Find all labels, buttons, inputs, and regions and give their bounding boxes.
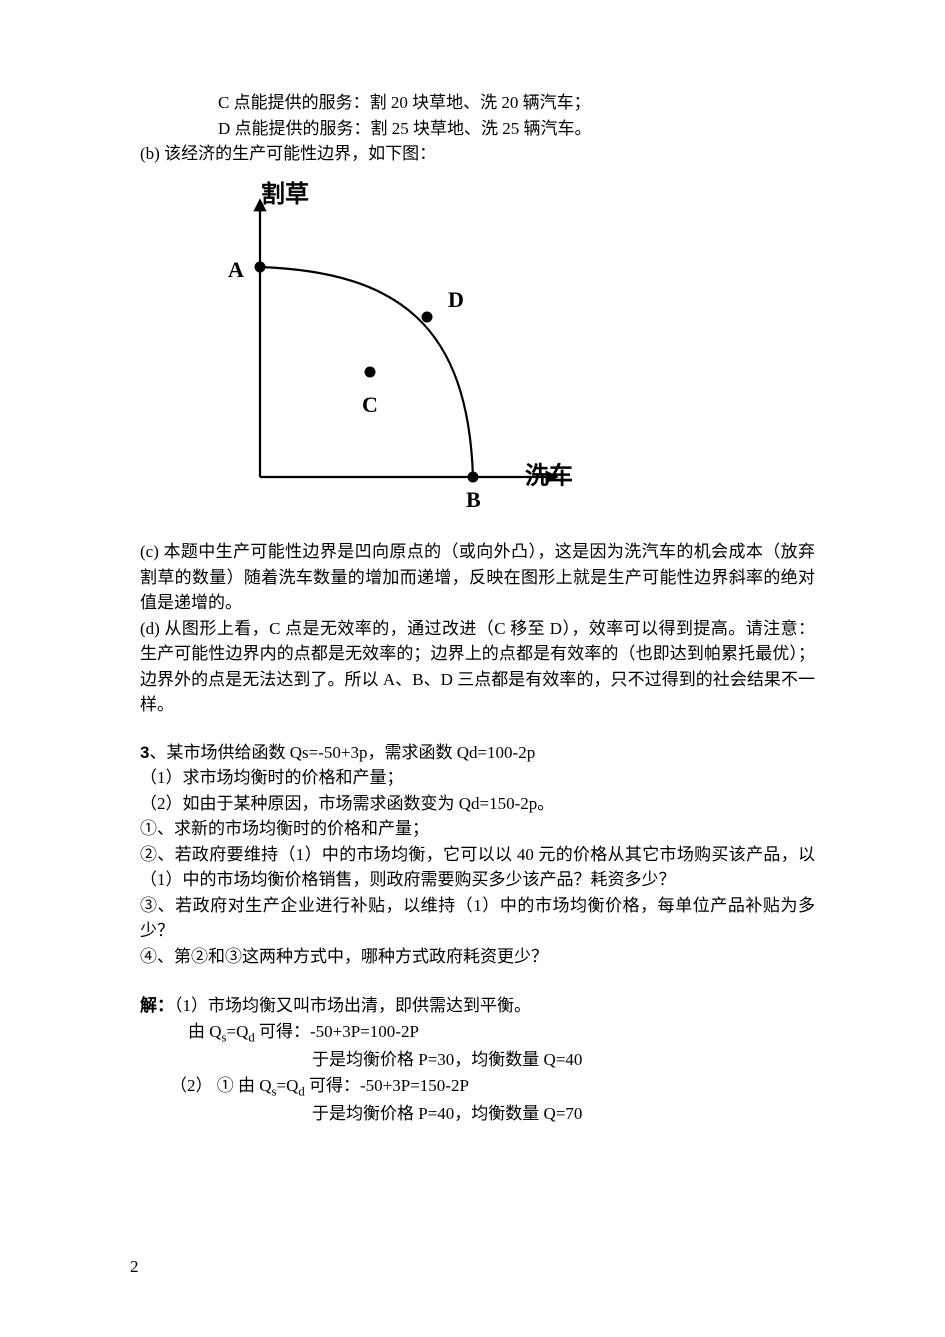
sol-line-5: 于是均衡价格 P=40，均衡数量 Q=70 bbox=[140, 1101, 815, 1127]
sol-line-3: 于是均衡价格 P=30，均衡数量 Q=40 bbox=[140, 1047, 815, 1073]
page-number: 2 bbox=[130, 1257, 139, 1277]
q3-part1: （1）求市场均衡时的价格和产量； bbox=[140, 765, 815, 791]
sol-line-2: 由 Qs=Qd 可得：-50+3P=100-2P bbox=[140, 1019, 815, 1048]
svg-text:割草: 割草 bbox=[261, 180, 309, 208]
q3-sub1: ①、求新的市场均衡时的价格和产量； bbox=[140, 816, 815, 842]
sol-1a: （1）市场均衡又叫市场出清，即供需达到平衡。 bbox=[174, 996, 531, 1015]
answer-b-line: (b) 该经济的生产可能性边界，如下图： bbox=[140, 141, 815, 167]
q3-text: 、某市场供给函数 Qs=-50+3p，需求函数 Qd=100-2p bbox=[149, 743, 535, 762]
solution-block: 解：（1）市场均衡又叫市场出清，即供需达到平衡。 由 Qs=Qd 可得：-50+… bbox=[140, 993, 815, 1127]
sol-line-4: （2） ① 由 Qs=Qd 可得：-50+3P=150-2P bbox=[140, 1073, 815, 1102]
ppf-graph: A D C B 割草洗车 bbox=[190, 177, 610, 530]
answer-c-line: C 点能提供的服务：割 20 块草地、洗 20 辆汽车； bbox=[140, 90, 815, 116]
ppf-svg: A D C B 割草洗车 bbox=[190, 177, 610, 522]
sol-2a-pre: （2） ① 由 Q bbox=[170, 1076, 272, 1095]
q3-sub3: ③、若政府对生产企业进行补贴，以维持（1）中的市场均衡价格，每单位产品补贴为多少… bbox=[140, 893, 815, 944]
svg-text:B: B bbox=[466, 487, 481, 512]
svg-text:A: A bbox=[228, 257, 244, 282]
sol-2a-mid: =Q bbox=[277, 1076, 299, 1095]
sol-1b-pre: 由 Q bbox=[188, 1022, 222, 1041]
solution-label: 解： bbox=[140, 996, 174, 1015]
svg-text:C: C bbox=[362, 392, 378, 417]
svg-text:D: D bbox=[448, 287, 464, 312]
sol-line-1: 解：（1）市场均衡又叫市场出清，即供需达到平衡。 bbox=[140, 993, 815, 1019]
page-content: C 点能提供的服务：割 20 块草地、洗 20 辆汽车； D 点能提供的服务：割… bbox=[0, 0, 945, 1167]
q3-sub4: ④、第②和③这两种方式中，哪种方式政府耗资更少？ bbox=[140, 944, 815, 970]
q3-sub2: ②、若政府要维持（1）中的市场均衡，它可以以 40 元的价格从其它市场购买该产品… bbox=[140, 842, 815, 893]
q3-part2: （2）如由于某种原因，市场需求函数变为 Qd=150-2p。 bbox=[140, 791, 815, 817]
svg-text:洗车: 洗车 bbox=[525, 461, 573, 489]
sol-1b-mid: =Q bbox=[227, 1022, 249, 1041]
sol-2a-post: 可得：-50+3P=150-2P bbox=[305, 1076, 469, 1095]
sol-1b-post: 可得：-50+3P=100-2P bbox=[255, 1022, 419, 1041]
para-c: (c) 本题中生产可能性边界是凹向原点的（或向外凸），这是因为洗汽车的机会成本（… bbox=[140, 539, 815, 616]
answer-d-line: D 点能提供的服务：割 25 块草地、洗 25 辆汽车。 bbox=[140, 116, 815, 142]
para-d: (d) 从图形上看，C 点是无效率的，通过改进（C 移至 D），效率可以得到提高… bbox=[140, 616, 815, 718]
question-3-heading: 3、某市场供给函数 Qs=-50+3p，需求函数 Qd=100-2p bbox=[140, 740, 815, 766]
